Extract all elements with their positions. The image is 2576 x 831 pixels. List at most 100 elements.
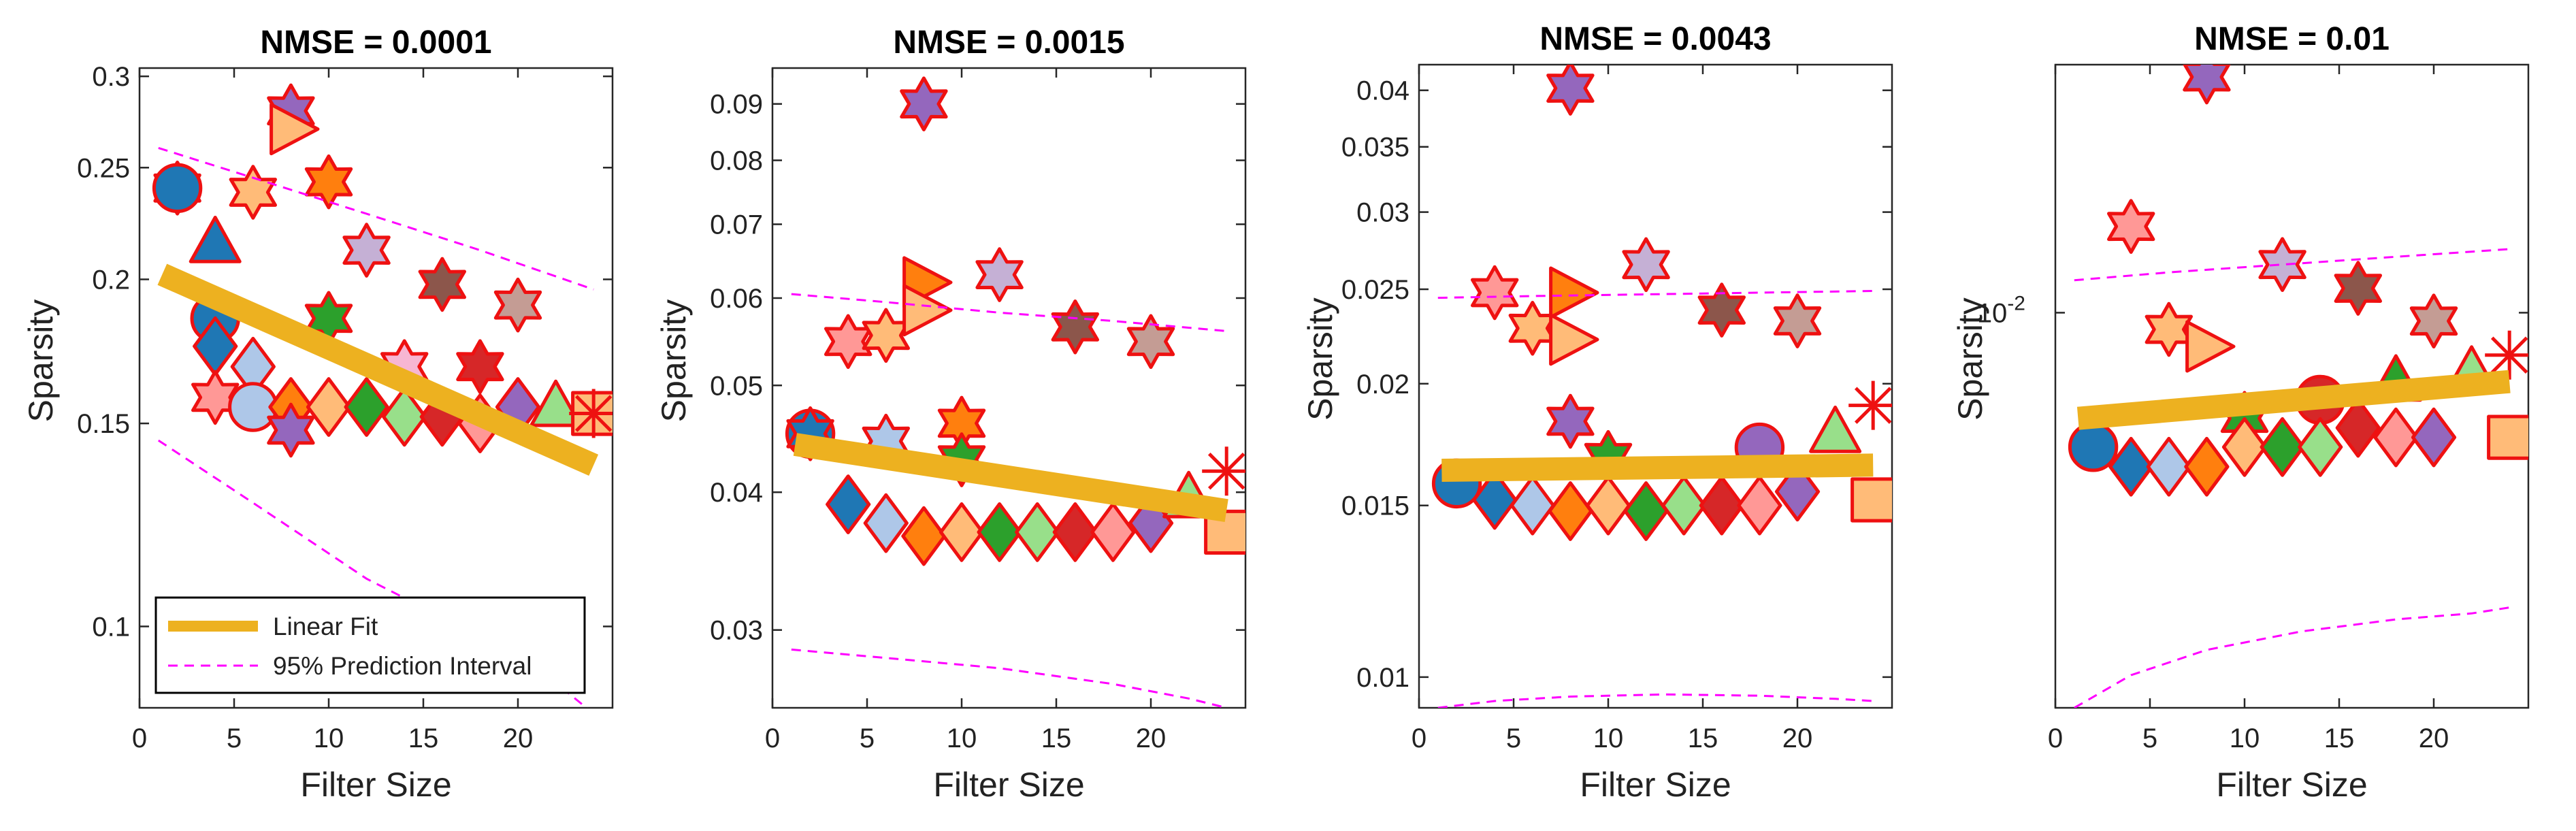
prediction-interval-upper — [2074, 248, 2510, 282]
data-point-square — [1851, 477, 1892, 523]
x-tick-label: 0 — [2048, 723, 2063, 753]
asterisk-stroke — [574, 395, 613, 432]
y-tick-label: 0.07 — [710, 210, 763, 240]
data-point-triangle — [529, 379, 583, 427]
data-point-triangle-right — [1549, 313, 1599, 366]
data-point-hexagram — [191, 370, 240, 425]
data-point-triangle-right — [2185, 320, 2236, 373]
data-point-hexagram — [975, 247, 1024, 302]
y-axis-label: Sparsity — [655, 299, 693, 423]
asterisk-stroke — [1207, 453, 1245, 490]
data-point-diamond — [2221, 417, 2268, 477]
x-axis-label: Filter Size — [933, 766, 1084, 804]
data-point-diamond — [2260, 417, 2305, 477]
chart-title: NMSE = 0.0043 — [1539, 21, 1771, 57]
x-tick-label: 10 — [1593, 723, 1624, 753]
x-tick-label: 10 — [947, 723, 977, 753]
data-point-diamond — [1699, 475, 1744, 536]
plot-content — [152, 83, 613, 708]
data-point-triangle-right — [1549, 266, 1599, 319]
y-tick-label: 0.05 — [710, 371, 763, 401]
data-point-asterisk — [2485, 330, 2528, 380]
data-point-asterisk — [1848, 380, 1892, 430]
x-tick-label: 20 — [1782, 723, 1813, 753]
data-point-hexagram — [2145, 302, 2193, 357]
prediction-interval-upper — [158, 146, 594, 291]
data-point-diamond — [1472, 470, 1518, 530]
y-tick-label-base: 10 — [1977, 298, 2008, 328]
data-point-diamond — [939, 502, 985, 562]
data-point-hexagram — [1697, 282, 1746, 338]
x-tick-label: 10 — [314, 723, 344, 753]
data-point-triangle-right — [270, 103, 320, 156]
y-tick-label: 0.03 — [710, 616, 763, 646]
data-point-hexagram — [2258, 237, 2306, 292]
prediction-interval-upper — [791, 293, 1227, 332]
linear-fit-line — [1441, 453, 1874, 483]
x-tick-label: 20 — [503, 723, 534, 753]
data-point-diamond — [1737, 475, 1782, 536]
y-tick-label: 0.04 — [1356, 76, 1409, 106]
data-point-diamond — [2411, 407, 2457, 468]
y-axis-label: Sparsity — [1951, 297, 1989, 421]
x-axis-label: Filter Size — [2216, 766, 2367, 804]
y-tick-label: 0.1 — [92, 612, 130, 642]
chart-title: NMSE = 0.01 — [2194, 21, 2390, 57]
subplot-2: 0 5 10 15 20 0.03 0.04 0.05 0.06 0.07 0.08 0.09 NMSE… — [655, 25, 1247, 804]
data-point-hexagram — [1622, 237, 1670, 293]
legend-label-interval: 95% Prediction Interval — [273, 652, 532, 680]
x-tick-label: 0 — [1412, 723, 1426, 753]
data-point-diamond — [826, 474, 871, 534]
data-point-hexagram — [229, 165, 277, 220]
y-tick-label: 0.01 — [1356, 663, 1409, 693]
plot-area — [1418, 63, 1893, 709]
data-point-diamond — [2335, 397, 2381, 458]
y-tick-label: 10-2 — [1977, 292, 2025, 328]
legend: Linear Fit 95% Prediction Interval — [154, 596, 586, 694]
x-tick-label: 15 — [1041, 723, 1072, 753]
y-tick-label: 0.08 — [710, 146, 763, 176]
data-point-hexagram — [2107, 199, 2155, 254]
y-tick-label: 0.035 — [1341, 133, 1409, 163]
data-point-hexagram — [304, 154, 353, 210]
x-tick-label: 20 — [1136, 723, 1167, 753]
x-tick-label: 5 — [1506, 723, 1521, 753]
data-point-diamond — [2298, 417, 2343, 477]
x-tick-label: 15 — [408, 723, 439, 753]
data-point-diamond — [1052, 502, 1098, 562]
data-point-hexagram — [2334, 261, 2382, 316]
data-point-diamond — [1548, 481, 1593, 541]
data-point-triangle-right — [902, 284, 953, 337]
prediction-interval-lower — [2074, 606, 2510, 708]
asterisk-stroke — [1854, 387, 1892, 424]
chart-title: NMSE = 0.0001 — [260, 25, 491, 61]
y-axis-label: Sparsity — [22, 299, 60, 423]
x-tick-label: 5 — [860, 723, 875, 753]
y-tick-label: 0.015 — [1341, 491, 1409, 521]
prediction-interval-lower — [1437, 693, 1874, 708]
y-tick-label: 0.04 — [710, 478, 763, 508]
plot-content — [1431, 65, 1892, 708]
linear-fit-line — [2076, 370, 2511, 430]
data-point-diamond — [2108, 436, 2154, 497]
data-point-diamond — [344, 377, 389, 437]
data-point-hexagram — [418, 257, 466, 312]
data-point-asterisk — [1202, 446, 1245, 496]
data-point-hexagram — [1126, 314, 1175, 370]
y-tick-label: 0.15 — [77, 409, 130, 439]
data-point-diamond — [2146, 436, 2191, 497]
y-tick-label-exponent: -2 — [2007, 292, 2025, 314]
data-point-hexagram — [900, 76, 948, 131]
plot-content — [785, 76, 1245, 708]
data-point-diamond — [2373, 407, 2419, 468]
x-tick-label: 10 — [2230, 723, 2260, 753]
y-tick-label: 0.2 — [92, 265, 130, 295]
y-tick-label: 0.025 — [1341, 275, 1409, 305]
x-tick-label: 0 — [132, 723, 147, 753]
data-point-triangle — [1809, 405, 1862, 453]
data-point-diamond — [382, 387, 427, 447]
data-point-hexagram — [1546, 393, 1595, 449]
x-tick-label: 15 — [2324, 723, 2355, 753]
x-tick-label: 15 — [1688, 723, 1718, 753]
data-point-diamond — [1090, 502, 1136, 562]
